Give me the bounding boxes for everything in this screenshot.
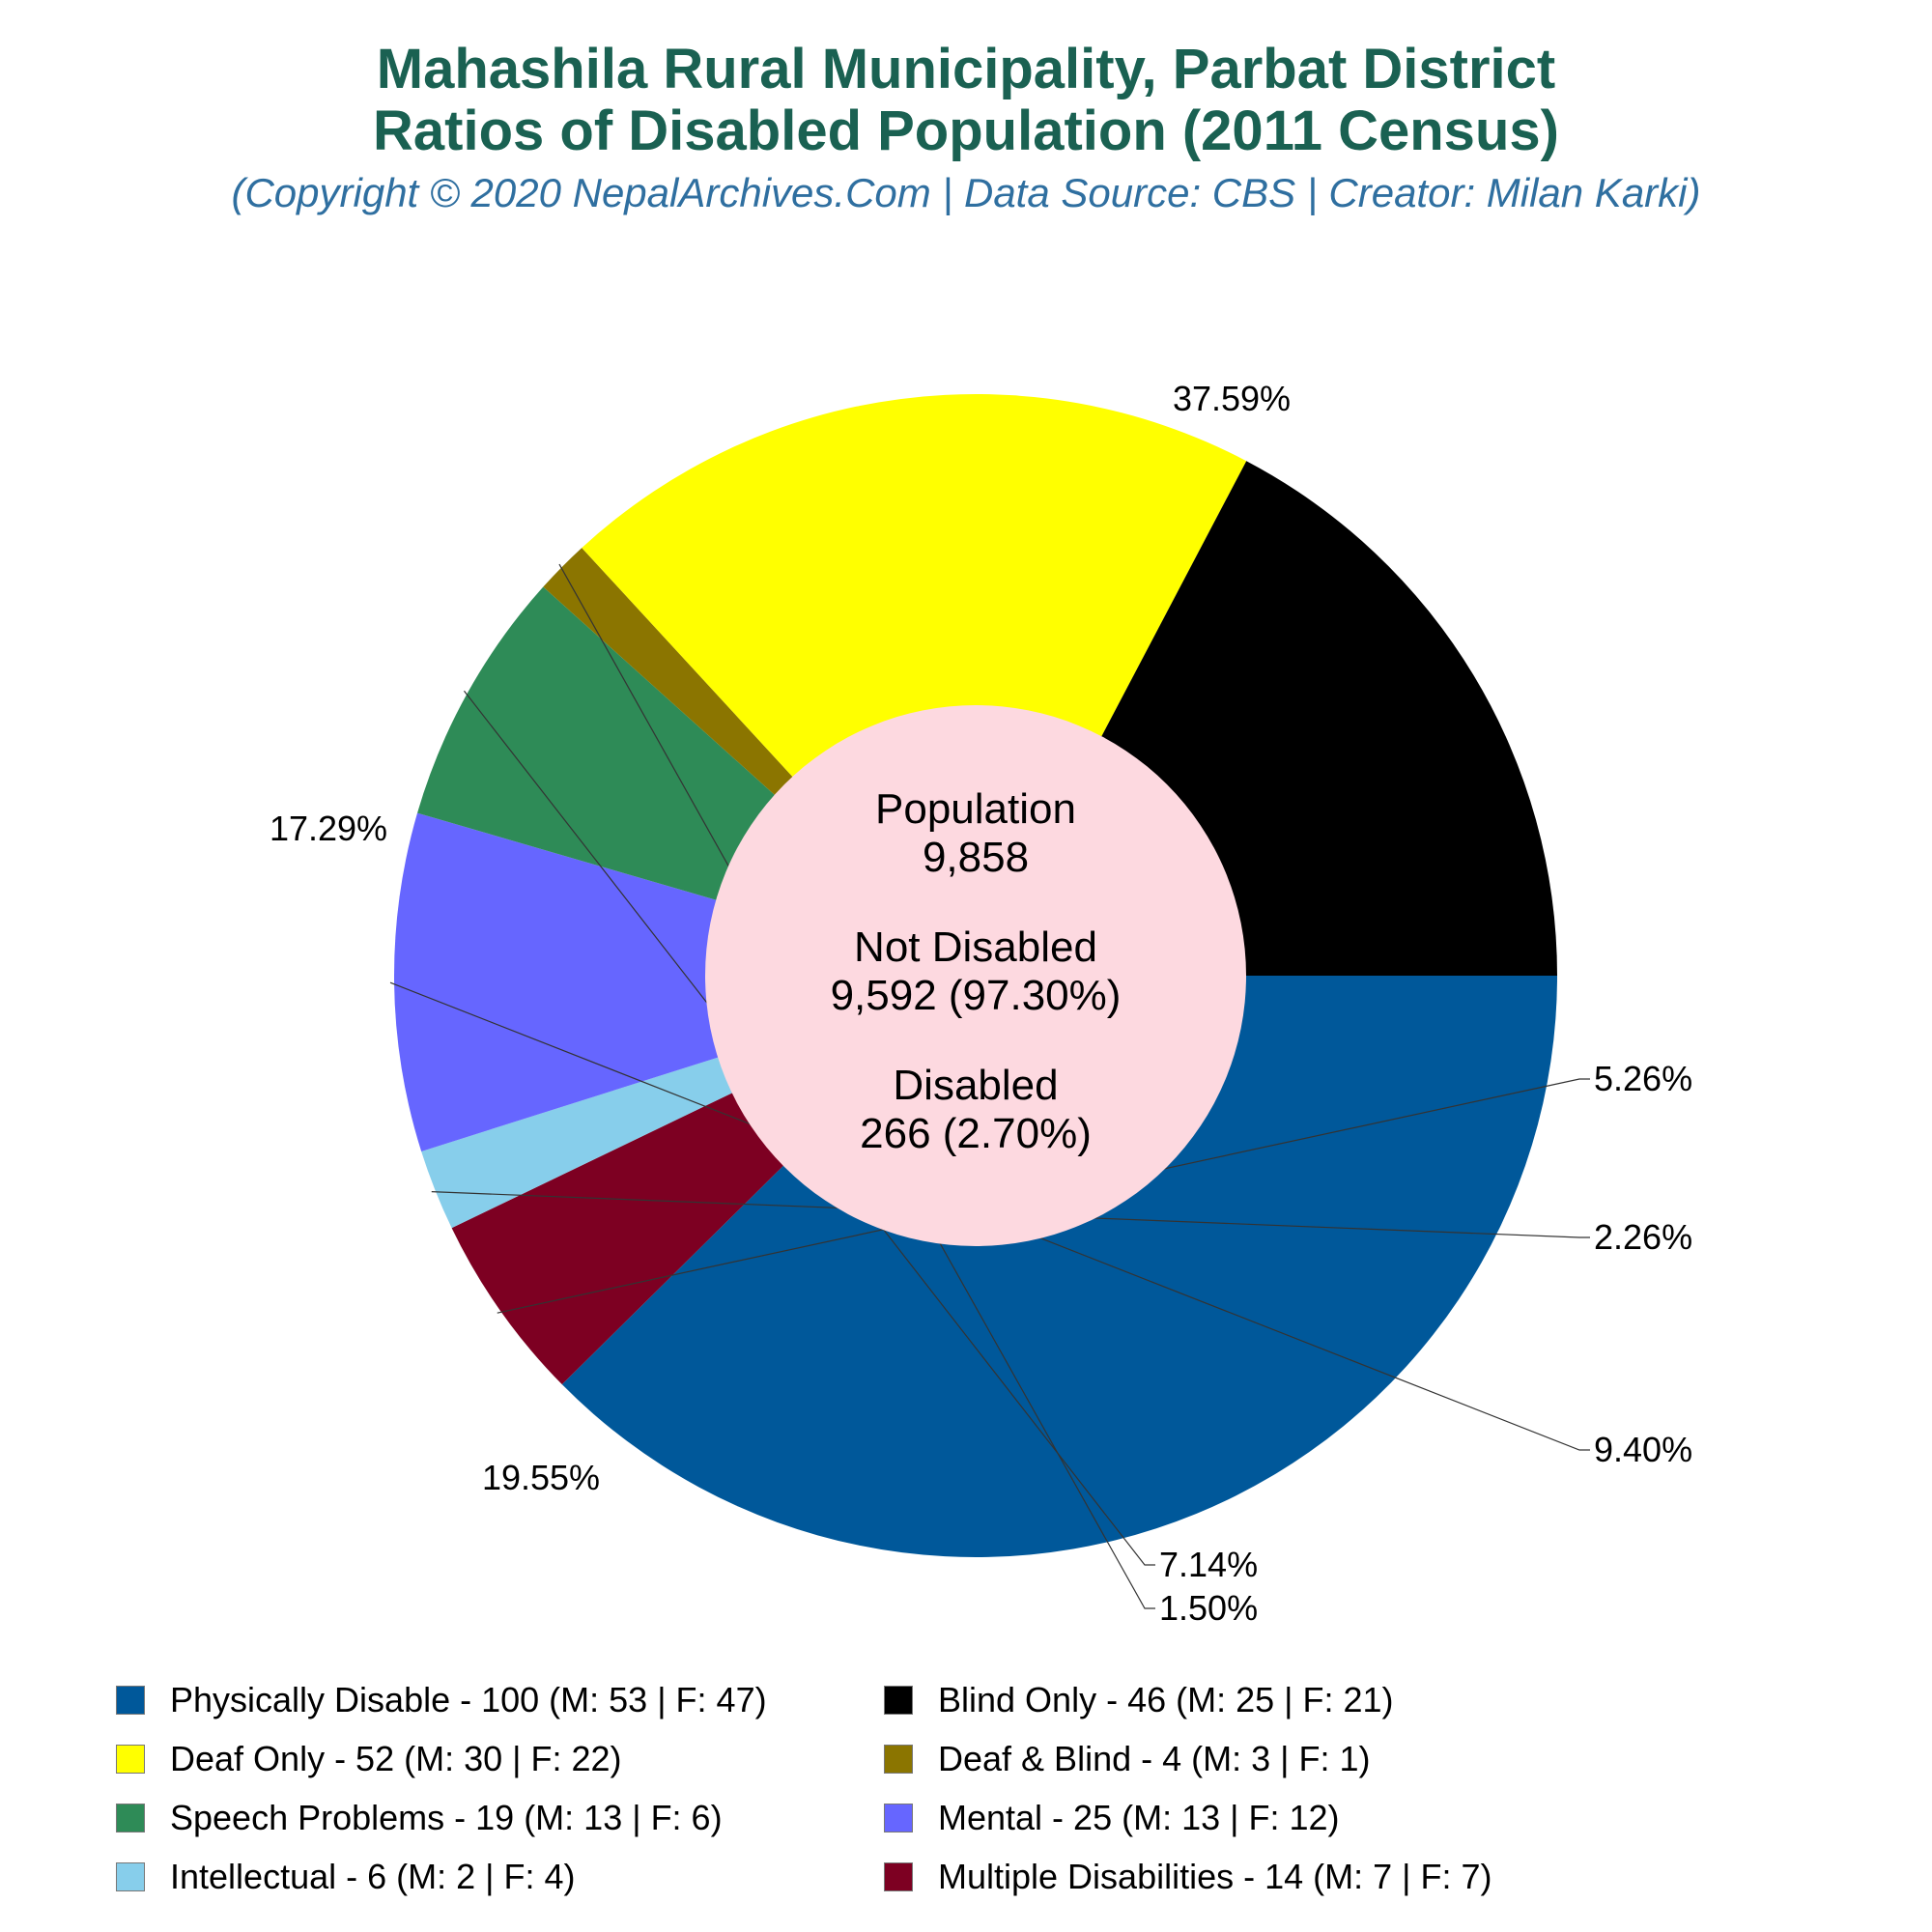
legend-item: Deaf & Blind - 4 (M: 3 | F: 1) bbox=[884, 1738, 1371, 1780]
legend-label: Mental - 25 (M: 13 | F: 12) bbox=[938, 1798, 1340, 1837]
chart-title-line-1: Mahashila Rural Municipality, Parbat Dis… bbox=[376, 38, 1556, 100]
legend-swatch bbox=[884, 1745, 913, 1774]
pie-slice bbox=[561, 976, 1557, 1557]
percent-label: 9.40% bbox=[1594, 1430, 1692, 1469]
legend-swatch bbox=[884, 1804, 913, 1833]
legend-label: Deaf Only - 52 (M: 30 | F: 22) bbox=[170, 1739, 622, 1778]
chart-subtitle: (Copyright © 2020 NepalArchives.Com | Da… bbox=[231, 170, 1701, 215]
percent-label: 2.26% bbox=[1594, 1217, 1692, 1257]
legend-swatch bbox=[116, 1862, 145, 1891]
chart-title-line-2: Ratios of Disabled Population (2011 Cens… bbox=[373, 99, 1559, 162]
percent-label: 5.26% bbox=[1594, 1059, 1692, 1098]
leader-line bbox=[431, 1191, 1590, 1238]
legend-item: Deaf Only - 52 (M: 30 | F: 22) bbox=[116, 1738, 622, 1780]
percent-label: 37.59% bbox=[1173, 379, 1291, 418]
center-circle bbox=[705, 705, 1246, 1246]
population-label: Population bbox=[875, 785, 1076, 833]
legend-swatch bbox=[116, 1804, 145, 1833]
legend-label: Speech Problems - 19 (M: 13 | F: 6) bbox=[170, 1798, 723, 1837]
population-value: 9,858 bbox=[923, 834, 1029, 881]
legend-swatch bbox=[884, 1862, 913, 1891]
legend-swatch bbox=[116, 1686, 145, 1715]
legend-label: Blind Only - 46 (M: 25 | F: 21) bbox=[938, 1680, 1394, 1719]
pie-slice bbox=[582, 394, 1247, 976]
legend-label: Multiple Disabilities - 14 (M: 7 | F: 7) bbox=[938, 1857, 1492, 1896]
percent-label: 7.14% bbox=[1159, 1545, 1258, 1584]
legend-item: Blind Only - 46 (M: 25 | F: 21) bbox=[884, 1679, 1394, 1721]
chart-header: Mahashila Rural Municipality, Parbat Dis… bbox=[0, 39, 1932, 220]
legend-item: Speech Problems - 19 (M: 13 | F: 6) bbox=[116, 1797, 723, 1839]
not-disabled-value: 9,592 (97.30%) bbox=[831, 972, 1122, 1019]
pie-slices bbox=[394, 394, 1557, 1557]
pie-slice bbox=[394, 812, 977, 1151]
legend-item: Multiple Disabilities - 14 (M: 7 | F: 7) bbox=[884, 1856, 1492, 1898]
legend-item: Intellectual - 6 (M: 2 | F: 4) bbox=[116, 1856, 575, 1898]
leader-line bbox=[497, 1078, 1590, 1314]
legend-swatch bbox=[116, 1745, 145, 1774]
disabled-label: Disabled bbox=[893, 1062, 1058, 1109]
donut-chart: 37.59% 5.26% 2.26% 9.40% 7.14% 1.50% 19.55% 17.… bbox=[270, 379, 1692, 1628]
legend-label: Deaf & Blind - 4 (M: 3 | F: 1) bbox=[938, 1739, 1371, 1778]
legend-label: Physically Disable - 100 (M: 53 | F: 47) bbox=[170, 1680, 767, 1719]
leader-line bbox=[464, 690, 1155, 1566]
legend-item: Mental - 25 (M: 13 | F: 12) bbox=[884, 1797, 1340, 1839]
percent-label: 1.50% bbox=[1159, 1588, 1258, 1628]
percent-label: 19.55% bbox=[482, 1458, 600, 1497]
percent-labels: 37.59% 5.26% 2.26% 9.40% 7.14% 1.50% 19.55% 17.… bbox=[270, 379, 1692, 1628]
legend-label: Intellectual - 6 (M: 2 | F: 4) bbox=[170, 1857, 576, 1896]
percent-label: 17.29% bbox=[270, 809, 387, 848]
center-summary: Population 9,858 Not Disabled 9,592 (97.… bbox=[831, 785, 1122, 1157]
legend-swatch bbox=[884, 1686, 913, 1715]
disabled-value: 266 (2.70%) bbox=[860, 1110, 1092, 1157]
legend-item: Physically Disable - 100 (M: 53 | F: 47) bbox=[116, 1679, 767, 1721]
not-disabled-label: Not Disabled bbox=[854, 923, 1097, 971]
